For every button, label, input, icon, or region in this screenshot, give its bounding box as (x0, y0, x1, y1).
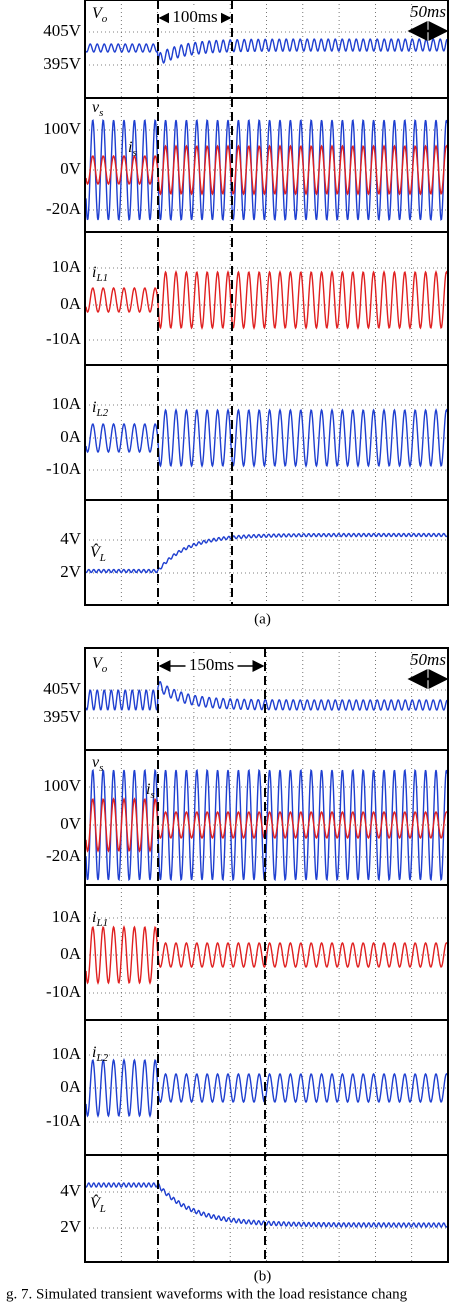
signal-label: is (128, 139, 137, 159)
waveform (85, 1058, 448, 1118)
tick-label: 4V (60, 529, 82, 548)
tick-label: 2V (60, 1217, 82, 1236)
waveform (85, 408, 448, 468)
signal-subscript: s (99, 762, 103, 774)
tick-label: 0V (60, 814, 82, 833)
tick-label: -20A (46, 846, 82, 865)
tick-label: -10A (46, 982, 82, 1001)
signal-subscript: L2 (95, 407, 108, 419)
tick-label: 0A (60, 944, 82, 963)
tick-label: -10A (46, 329, 82, 348)
signal-label: iL1 (92, 264, 108, 284)
signal-symbol: i (92, 264, 96, 281)
tick-label: 395V (43, 707, 82, 726)
label-bg (185, 656, 238, 676)
signal-label: iL2 (92, 399, 109, 419)
waveform (85, 925, 448, 985)
signal-subscript: o (102, 663, 108, 675)
waveform (85, 270, 448, 330)
waveform (85, 797, 448, 853)
signal-subscript: s (150, 789, 154, 801)
duration-note: 150ms (189, 655, 234, 674)
tick-label: 2V (60, 562, 82, 581)
label-bg (169, 8, 221, 28)
signal-symbol: i (92, 909, 96, 926)
signal-subscript: s (132, 147, 136, 159)
signal-subscript: L (99, 552, 106, 564)
signal-symbol: V̂ (90, 1193, 102, 1212)
subfigure-label: (b) (254, 1268, 272, 1284)
signal-label: vs (92, 754, 103, 774)
tick-label: -10A (46, 1111, 82, 1130)
tick-label: 405V (43, 21, 82, 40)
tick-label: 395V (43, 54, 82, 73)
signal-symbol: V (92, 655, 104, 672)
signal-subscript: s (99, 107, 103, 119)
signal-symbol: V̂ (90, 542, 102, 561)
signal-symbol: v (92, 99, 100, 116)
waveform (85, 38, 448, 64)
signal-subscript: L1 (95, 272, 108, 284)
signal-symbol: i (146, 781, 150, 798)
tick-label: 10A (52, 1044, 82, 1063)
waveform (85, 1182, 448, 1228)
caption: g. 7. Simulated transient waveforms with… (6, 1286, 408, 1302)
signal-label: V̂L (90, 542, 106, 563)
frame (84, 0, 449, 606)
tick-label: 0A (60, 294, 82, 313)
signal-label: Vo (92, 655, 108, 675)
frame (84, 647, 449, 1263)
tick-label: 100V (43, 119, 82, 138)
signal-subscript: L1 (95, 917, 108, 929)
tick-label: 0A (60, 1077, 82, 1096)
signal-subscript: L2 (95, 1052, 108, 1064)
signal-label: vs (92, 99, 103, 119)
signal-label: iL2 (92, 1044, 109, 1064)
scale-note: 50ms (410, 2, 446, 21)
subfigure: 405V395VVo100V0V-20Avsis10A0A-10AiL110A0… (43, 647, 449, 1284)
tick-label: 10A (52, 394, 82, 413)
tick-label: 405V (43, 679, 82, 698)
signal-label: Vo (92, 5, 108, 25)
signal-label: is (146, 781, 155, 801)
waveform (85, 768, 448, 882)
signal-label: V̂L (90, 1193, 106, 1214)
signal-symbol: i (92, 1044, 96, 1061)
tick-label: 0A (60, 427, 82, 446)
scale-note: 50ms (410, 650, 446, 669)
subfigure-label: (a) (254, 611, 271, 627)
tick-label: -20A (46, 199, 82, 218)
waveform (86, 532, 448, 574)
waveform (85, 680, 448, 711)
tick-label: 10A (52, 907, 82, 926)
signal-symbol: V (92, 5, 104, 22)
tick-label: 100V (43, 776, 82, 795)
tick-label: -10A (46, 459, 82, 478)
tick-label: 10A (52, 257, 82, 276)
subfigure: 405V395VVo100V0V-20Avsis10A0A-10AiL110A0… (43, 0, 449, 627)
signal-symbol: i (92, 399, 96, 416)
signal-label: iL1 (92, 909, 108, 929)
waveform (85, 144, 448, 196)
signal-subscript: o (102, 13, 108, 25)
signal-subscript: L (99, 1203, 106, 1215)
signal-symbol: v (92, 754, 100, 771)
tick-label: 0V (60, 159, 82, 178)
duration-note: 100ms (172, 7, 217, 26)
tick-label: 4V (60, 1181, 82, 1200)
signal-symbol: i (128, 139, 132, 156)
